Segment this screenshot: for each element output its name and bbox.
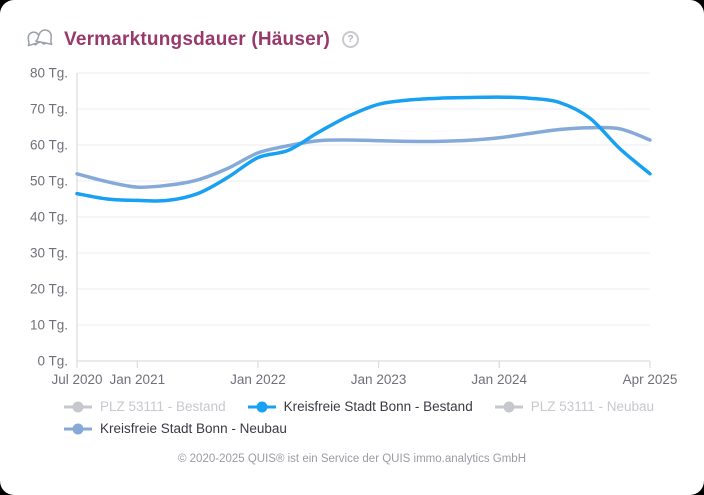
y-tick-label: 10 Tg. (30, 318, 68, 333)
page-title: Vermarktungsdauer (Häuser) (64, 28, 331, 50)
series-line-bonn-bestand (75, 95, 652, 203)
legend-item-plz53111-bestand[interactable]: PLZ 53111 - Bestand (64, 399, 226, 414)
legend-marker-icon (64, 401, 92, 412)
legend-label: PLZ 53111 - Bestand (100, 399, 226, 414)
copyright-text: © 2020-2025 QUIS® ist ein Service der QU… (177, 453, 526, 465)
y-tick-label: 60 Tg. (30, 138, 68, 153)
help-icon[interactable]: ? (342, 31, 360, 48)
legend-marker-icon (247, 401, 276, 412)
y-tick-label: 20 Tg. (30, 282, 68, 297)
legend-row-1: PLZ 53111 - Bestand Kreisfreie Stadt Bon… (64, 399, 654, 414)
x-tick-label: Jul 2020 (51, 372, 102, 387)
legend-marker-icon (64, 423, 92, 434)
card-header: Vermarktungsdauer (Häuser) ? (26, 27, 360, 52)
legend-label: Kreisfreie Stadt Bonn - Bestand (283, 399, 473, 414)
legend-marker-icon (494, 401, 523, 412)
x-tick-label: Jan 2022 (230, 372, 286, 387)
y-tick-label: 30 Tg. (30, 246, 68, 261)
legend-item-bonn-bestand[interactable]: Kreisfreie Stadt Bonn - Bestand (247, 399, 473, 414)
alert-bells-icon[interactable] (26, 27, 55, 52)
y-tick-label: 40 Tg. (30, 210, 68, 225)
x-tick-label: Jan 2021 (110, 372, 166, 387)
x-tick-label: Jan 2024 (471, 372, 527, 387)
y-tick-label: 70 Tg. (30, 102, 68, 117)
line-chart: 0 Tg. 10 Tg. 20 Tg. 30 Tg. 40 Tg. 50 Tg. 60 Tg… (30, 66, 678, 388)
y-tick-label: 50 Tg. (30, 174, 68, 189)
legend-item-plz53111-neubau[interactable]: PLZ 53111 - Neubau (494, 399, 655, 414)
legend-label: PLZ 53111 - Neubau (530, 399, 655, 414)
chart-legend: PLZ 53111 - Bestand Kreisfreie Stadt Bon… (64, 399, 654, 436)
x-tick-label: Jan 2023 (351, 372, 407, 387)
legend-label: Kreisfreie Stadt Bonn - Neubau (100, 421, 287, 436)
series-line-bonn-neubau (75, 125, 652, 189)
legend-row-2: Kreisfreie Stadt Bonn - Neubau (64, 421, 654, 436)
legend-item-bonn-neubau[interactable]: Kreisfreie Stadt Bonn - Neubau (64, 421, 287, 436)
y-tick-label: 80 Tg. (30, 66, 68, 81)
x-tick-label: Apr 2025 (623, 372, 678, 387)
y-tick-label: 0 Tg. (37, 354, 68, 369)
